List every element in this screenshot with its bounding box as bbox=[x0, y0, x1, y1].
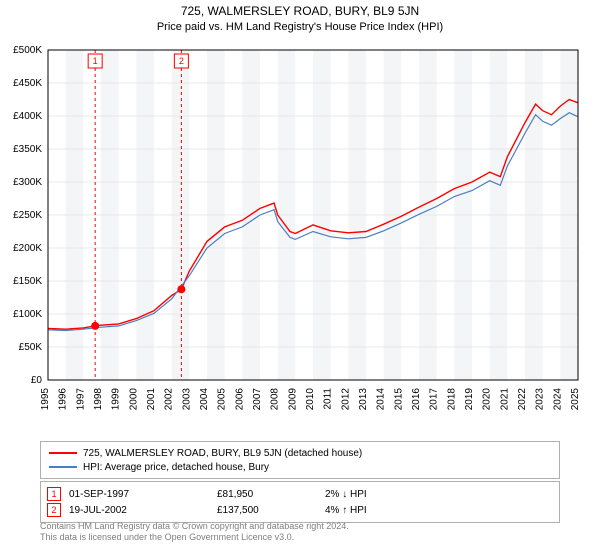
svg-text:1997: 1997 bbox=[75, 388, 86, 411]
svg-text:£400K: £400K bbox=[13, 111, 42, 122]
svg-text:1996: 1996 bbox=[58, 388, 69, 411]
svg-text:2025: 2025 bbox=[570, 388, 581, 411]
svg-text:2010: 2010 bbox=[305, 388, 316, 411]
svg-text:2019: 2019 bbox=[464, 388, 475, 411]
svg-text:£200K: £200K bbox=[13, 243, 42, 254]
legend-item: 725, WALMERSLEY ROAD, BURY, BL9 5JN (det… bbox=[49, 446, 551, 460]
svg-text:2018: 2018 bbox=[446, 388, 457, 411]
svg-text:1998: 1998 bbox=[93, 388, 104, 411]
chart-subtitle: Price paid vs. HM Land Registry's House … bbox=[0, 18, 600, 33]
sales-table: 1 01-SEP-1997 £81,950 2% ↓ HPI 2 19-JUL-… bbox=[40, 481, 560, 523]
svg-text:1999: 1999 bbox=[111, 388, 122, 411]
svg-text:2000: 2000 bbox=[128, 388, 139, 411]
svg-text:£50K: £50K bbox=[19, 342, 43, 353]
svg-text:2: 2 bbox=[179, 56, 184, 66]
svg-text:2016: 2016 bbox=[411, 388, 422, 411]
svg-text:2015: 2015 bbox=[393, 388, 404, 411]
sale-marker-badge: 2 bbox=[47, 503, 61, 517]
svg-text:2002: 2002 bbox=[164, 388, 175, 411]
svg-text:2011: 2011 bbox=[323, 388, 334, 410]
legend-swatch bbox=[49, 466, 77, 468]
svg-text:2017: 2017 bbox=[429, 388, 440, 411]
svg-text:£500K: £500K bbox=[13, 45, 42, 56]
svg-text:£100K: £100K bbox=[13, 309, 42, 320]
legend: 725, WALMERSLEY ROAD, BURY, BL9 5JN (det… bbox=[40, 441, 560, 479]
svg-text:2021: 2021 bbox=[499, 388, 510, 411]
svg-text:£450K: £450K bbox=[13, 78, 42, 89]
svg-text:2009: 2009 bbox=[287, 388, 298, 411]
svg-text:2006: 2006 bbox=[234, 388, 245, 411]
svg-text:1: 1 bbox=[93, 56, 98, 66]
sale-change: 4% ↑ HPI bbox=[325, 505, 405, 516]
legend-item: HPI: Average price, detached house, Bury bbox=[49, 460, 551, 474]
sale-marker-badge: 1 bbox=[47, 487, 61, 501]
table-row: 2 19-JUL-2002 £137,500 4% ↑ HPI bbox=[47, 502, 553, 518]
legend-label: 725, WALMERSLEY ROAD, BURY, BL9 5JN (det… bbox=[83, 448, 362, 459]
sale-price: £81,950 bbox=[217, 489, 317, 500]
svg-text:£0: £0 bbox=[31, 375, 43, 386]
svg-text:2012: 2012 bbox=[340, 388, 351, 411]
chart-title: 725, WALMERSLEY ROAD, BURY, BL9 5JN bbox=[0, 0, 600, 18]
svg-text:2007: 2007 bbox=[252, 388, 263, 411]
svg-text:£350K: £350K bbox=[13, 144, 42, 155]
sale-change: 2% ↓ HPI bbox=[325, 489, 405, 500]
svg-text:2022: 2022 bbox=[517, 388, 528, 411]
svg-text:2023: 2023 bbox=[535, 388, 546, 411]
svg-text:2013: 2013 bbox=[358, 388, 369, 411]
svg-text:2004: 2004 bbox=[199, 388, 210, 411]
svg-text:2014: 2014 bbox=[376, 388, 387, 411]
sale-date: 19-JUL-2002 bbox=[69, 505, 209, 516]
footer-attribution: Contains HM Land Registry data © Crown c… bbox=[40, 521, 560, 543]
svg-text:2003: 2003 bbox=[181, 388, 192, 411]
svg-text:2024: 2024 bbox=[552, 388, 563, 411]
svg-text:£250K: £250K bbox=[13, 210, 42, 221]
svg-text:2008: 2008 bbox=[270, 388, 281, 411]
sale-price: £137,500 bbox=[217, 505, 317, 516]
svg-text:2001: 2001 bbox=[146, 388, 157, 411]
footer-line: This data is licensed under the Open Gov… bbox=[40, 532, 560, 543]
svg-text:£300K: £300K bbox=[13, 177, 42, 188]
legend-label: HPI: Average price, detached house, Bury bbox=[83, 462, 269, 473]
svg-text:1995: 1995 bbox=[40, 388, 51, 411]
sale-date: 01-SEP-1997 bbox=[69, 489, 209, 500]
table-row: 1 01-SEP-1997 £81,950 2% ↓ HPI bbox=[47, 486, 553, 502]
price-chart: £0 £50K £100K £150K £200K £250K £300K £350K £400… bbox=[0, 40, 600, 420]
legend-swatch bbox=[49, 452, 77, 454]
svg-text:2005: 2005 bbox=[217, 388, 228, 411]
svg-text:2020: 2020 bbox=[482, 388, 493, 411]
footer-line: Contains HM Land Registry data © Crown c… bbox=[40, 521, 560, 532]
svg-text:£150K: £150K bbox=[13, 276, 42, 287]
chart-area: £0 £50K £100K £150K £200K £250K £300K £350K £400… bbox=[0, 40, 600, 420]
